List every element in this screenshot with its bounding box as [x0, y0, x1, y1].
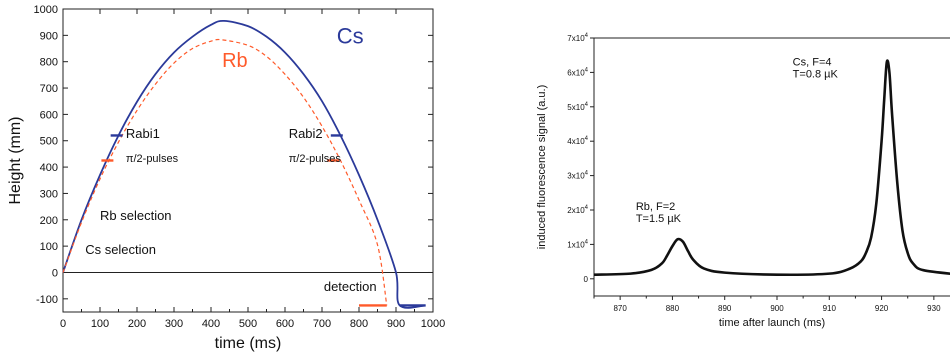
left-y-tick-label: 900 [40, 30, 58, 42]
left-x-tick-label: 1000 [421, 318, 445, 330]
cs-peak-label: Cs, F=4 [793, 57, 832, 69]
right-y-tick-label: 1x104 [567, 239, 588, 249]
right-chart: 870 880 890 900 910 920 930 0 1x104 2x104 3x104 4x… [536, 33, 950, 329]
rabi1-label: Rabi1 [126, 126, 160, 141]
right-series [593, 59, 950, 277]
left-y-ticks: -100 0 100 200 300 400 500 600 700 800 900 1000 [34, 4, 433, 306]
left-markers [101, 134, 426, 307]
right-x-ticks: 870 880 890 900 910 920 930 [593, 296, 941, 313]
right-x-tick-label: 880 [666, 304, 680, 313]
rabi1-sub-label: π/2-pulses [126, 153, 179, 165]
right-y-tick-label: 0 [584, 275, 589, 284]
left-chart: 0 100 200 300 400 500 600 700 800 900 1000 -100010… [7, 4, 445, 352]
left-x-tick-label: 800 [350, 318, 368, 330]
left-y-tick-label: 500 [40, 136, 58, 148]
right-y-tick-exponent: 4 [585, 136, 589, 142]
left-y-tick-label: 100 [40, 241, 58, 253]
left-y-tick-label: 300 [40, 188, 58, 200]
right-y-tick-exponent: 4 [585, 171, 589, 177]
right-y-tick-label: 7x104 [567, 33, 588, 43]
rb-trajectory [62, 38, 388, 306]
left-x-tick-label: 700 [313, 318, 331, 330]
cs-curve-label: Cs [337, 23, 364, 48]
rb-curve-label: Rb [222, 50, 248, 72]
right-y-tick-exponent: 4 [585, 205, 589, 211]
right-x-axis-label: time after launch (ms) [719, 317, 825, 329]
left-x-tick-label: 300 [165, 318, 183, 330]
fluorescence-signal-curve [593, 59, 950, 277]
right-y-ticks: 0 1x104 2x104 3x104 4x104 5x104 6x104 7x104 [567, 33, 594, 284]
right-x-tick-label: 900 [770, 304, 784, 313]
right-y-tick-label: 3x104 [567, 171, 588, 181]
left-series [62, 19, 426, 309]
right-y-tick-label: 4x104 [567, 136, 588, 146]
left-y-tick-label: 200 [40, 215, 58, 227]
left-x-tick-label: 200 [128, 318, 146, 330]
left-y-tick-label: 0 [52, 267, 58, 279]
left-x-ticks: 0 100 200 300 400 500 600 700 800 900 1000 [60, 9, 445, 330]
left-x-tick-label: 0 [60, 318, 66, 330]
right-x-tick-label: 930 [927, 304, 941, 313]
rb-temperature-label: T=1.5 µK [636, 213, 682, 225]
right-y-tick-label: 2x104 [567, 205, 588, 215]
detection-label: detection [324, 279, 377, 294]
left-x-tick-label: 500 [239, 318, 257, 330]
left-y-tick-label: 400 [40, 162, 58, 174]
right-x-tick-label: 920 [875, 304, 889, 313]
left-x-axis-label: time (ms) [215, 335, 282, 352]
left-y-tick-label: 700 [40, 83, 58, 95]
rabi2-label: Rabi2 [289, 126, 323, 141]
right-y-tick-label: 6x104 [567, 67, 588, 77]
right-x-tick-label: 910 [823, 304, 837, 313]
left-x-tick-label: 900 [387, 318, 405, 330]
right-y-tick-exponent: 4 [585, 33, 589, 39]
left-y-axis-label: Height (mm) [7, 116, 24, 204]
left-x-tick-label: 100 [91, 318, 109, 330]
cs-temperature-label: T=0.8 µK [793, 69, 839, 81]
right-plot-frame [593, 37, 950, 297]
right-y-axis-label: induced fluorescence signal (a.u.) [536, 85, 548, 249]
cs-selection-label: Cs selection [85, 242, 156, 257]
right-x-tick-label: 890 [718, 304, 732, 313]
left-y-tick-label: 800 [40, 57, 58, 69]
cs-trajectory [62, 19, 426, 309]
right-y-tick-exponent: 4 [585, 239, 589, 245]
right-y-tick-label: 5x104 [567, 102, 588, 112]
left-x-tick-label: 600 [276, 318, 294, 330]
rb-peak-label: Rb, F=2 [636, 201, 675, 213]
left-y-tick-label: -100 [36, 294, 58, 306]
left-plot-frame [62, 8, 434, 313]
rabi2-sub-label: π/2-pulses [289, 153, 342, 165]
rb-selection-label: Rb selection [100, 208, 172, 223]
right-x-tick-label: 870 [613, 304, 627, 313]
left-x-tick-label: 400 [202, 318, 220, 330]
left-y-tick-label: 1000 [34, 4, 58, 16]
right-y-tick-exponent: 4 [585, 67, 589, 73]
right-y-tick-exponent: 4 [585, 102, 589, 108]
left-y-tick-label: 600 [40, 109, 58, 121]
